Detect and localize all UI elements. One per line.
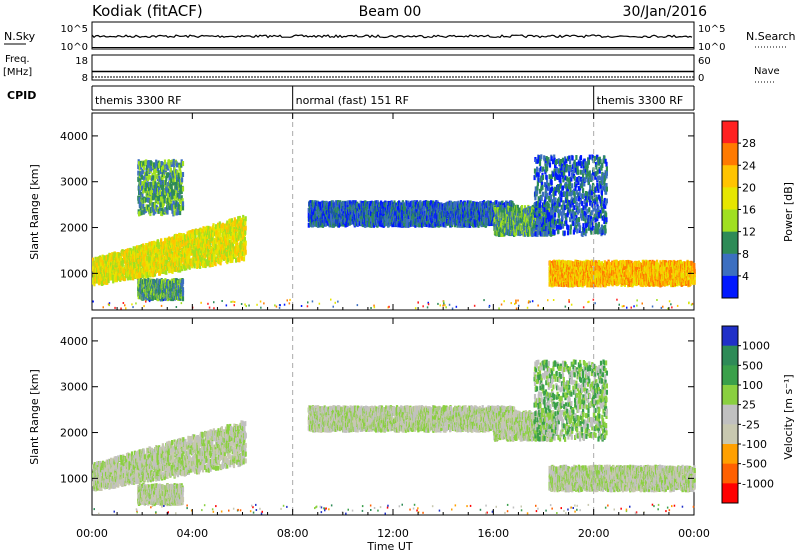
nsearch-tick-bottom: 10^0 xyxy=(698,42,725,53)
nave-tick-top: 60 xyxy=(698,56,711,67)
heatmap-cell xyxy=(245,216,247,221)
nsky-label: N.Sky xyxy=(4,30,36,43)
freq-tick-bottom: 8 xyxy=(82,73,88,84)
heatmap-cell xyxy=(241,256,243,261)
nsky-trace xyxy=(92,35,692,38)
heatmap-cell xyxy=(245,241,247,246)
cpid-segment-label: normal (fast) 151 RF xyxy=(296,94,409,107)
nsearch-label: N.Search xyxy=(746,30,796,43)
heatmap-cell xyxy=(244,230,246,235)
heatmap-cell xyxy=(179,194,181,199)
cpid-segment-label: themis 3300 RF xyxy=(597,94,684,107)
freq-frame xyxy=(92,55,694,80)
heatmap-cell xyxy=(182,296,184,301)
nave-label: Nave xyxy=(754,66,780,77)
heatmap-cell xyxy=(245,250,247,255)
heatmap-cell xyxy=(182,279,184,284)
heatmap-cell xyxy=(176,162,178,167)
heatmap-cell xyxy=(158,170,160,175)
nsky-frame xyxy=(92,22,694,49)
freq-tick-top: 18 xyxy=(75,56,88,67)
heatmap-cell xyxy=(182,187,184,192)
cpid-segment-label: themis 3300 RF xyxy=(95,94,182,107)
heatmap-cell xyxy=(182,161,184,166)
nsearch-tick-top: 10^5 xyxy=(698,24,725,35)
heatmap-cell xyxy=(182,287,184,292)
heatmap-cell xyxy=(182,201,184,206)
nsky-tick-bottom: 10^0 xyxy=(61,42,88,53)
heatmap-cell xyxy=(141,175,143,180)
cpid-label: CPID xyxy=(7,89,36,102)
heatmap-cell xyxy=(181,177,183,182)
nsky-line xyxy=(92,35,692,38)
heatmap-cell xyxy=(235,258,237,263)
freq-unit: [MHz] xyxy=(3,67,32,78)
heatmap-cell xyxy=(245,226,247,231)
heatmap-cell xyxy=(177,210,179,215)
heatmap-cell xyxy=(243,256,245,261)
heatmap-cell xyxy=(164,160,166,165)
heatmap-cell xyxy=(166,210,168,215)
beam-title: Beam 00 xyxy=(359,4,422,20)
cpid-segments: themis 3300 RF normal (fast) 151 RF themis… xyxy=(92,86,694,110)
nave-tick-bottom: 0 xyxy=(698,73,704,84)
freq-label: Freq. xyxy=(5,54,30,65)
freq-panel: Freq. [MHz] 18 8 60 0 Nave xyxy=(3,54,780,84)
heatmap-cell xyxy=(194,263,196,268)
heatmap-cell xyxy=(168,268,170,273)
heatmap-cell xyxy=(174,211,176,216)
heatmap-cell xyxy=(182,172,184,177)
nsky-tick-top: 10^5 xyxy=(61,24,88,35)
station-title: Kodiak (fitACF) xyxy=(92,2,203,20)
nsky-panel: N.Sky 10^5 10^0 10^5 10^0 N.Search xyxy=(4,22,796,53)
heatmap-cell xyxy=(138,197,140,202)
date-title: 30/Jan/2016 xyxy=(623,4,708,20)
heatmap-cell xyxy=(244,245,246,250)
